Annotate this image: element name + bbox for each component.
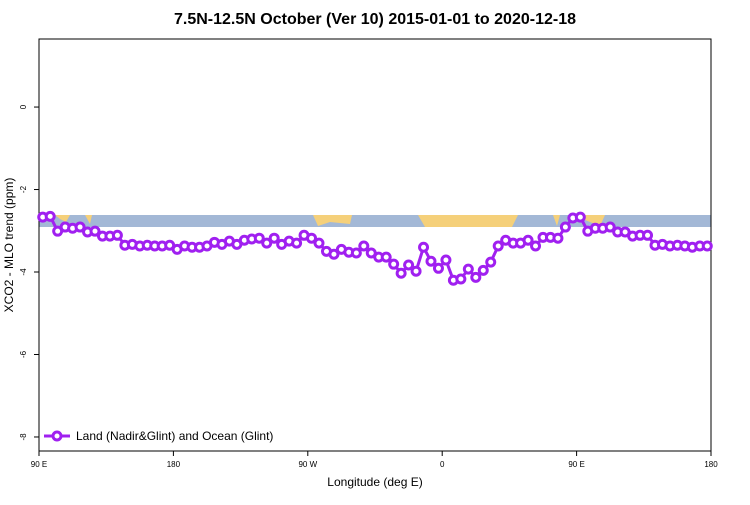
point [492,240,504,252]
x-tick-label: 90 W [298,460,317,469]
point [74,221,86,233]
point [313,237,325,249]
point [530,240,542,252]
point [306,232,318,244]
point [268,232,280,244]
point [559,221,571,233]
point [350,247,362,259]
point [89,225,101,237]
point [111,229,123,241]
point [462,263,474,275]
point [604,221,616,233]
point [291,237,303,249]
point [522,234,534,246]
point [552,232,564,244]
point [477,264,489,276]
y-tick-label: 0 [19,104,28,109]
point [574,211,586,223]
y-tick-label: -4 [19,268,28,276]
point [418,241,430,253]
point [440,254,452,266]
legend: Land (Nadir&Glint) and Ocean (Glint) [44,429,273,443]
point [44,210,56,222]
x-tick-label: 0 [440,460,445,469]
chart-title: 7.5N-12.5N October (Ver 10) 2015-01-01 t… [174,11,576,28]
point [470,271,482,283]
x-tick-label: 90 E [31,460,47,469]
point [410,265,422,277]
point [328,248,340,260]
point [425,255,437,267]
point [642,229,654,241]
x-tick-label: 180 [704,460,718,469]
point [253,232,265,244]
x-axis-label: Longitude (deg E) [327,475,422,489]
x-tick-label: 90 E [568,460,584,469]
map-strip [39,215,711,227]
point [395,267,407,279]
legend-marker [51,430,63,442]
y-tick-label: -6 [19,350,28,358]
point [380,251,392,263]
y-tick-label: -2 [19,185,28,193]
x-tick-label: 180 [167,460,181,469]
y-tick-label: -8 [19,433,28,441]
point [261,237,273,249]
point [403,259,415,271]
land-band [55,215,605,227]
point [455,273,467,285]
point [485,256,497,268]
point [388,258,400,270]
point [432,262,444,274]
legend-label: Land (Nadir&Glint) and Ocean (Glint) [76,429,273,443]
point [701,240,713,252]
point [358,240,370,252]
y-axis-label: XCO2 - MLO trend (ppm) [2,178,16,313]
ocean-band [39,215,711,227]
